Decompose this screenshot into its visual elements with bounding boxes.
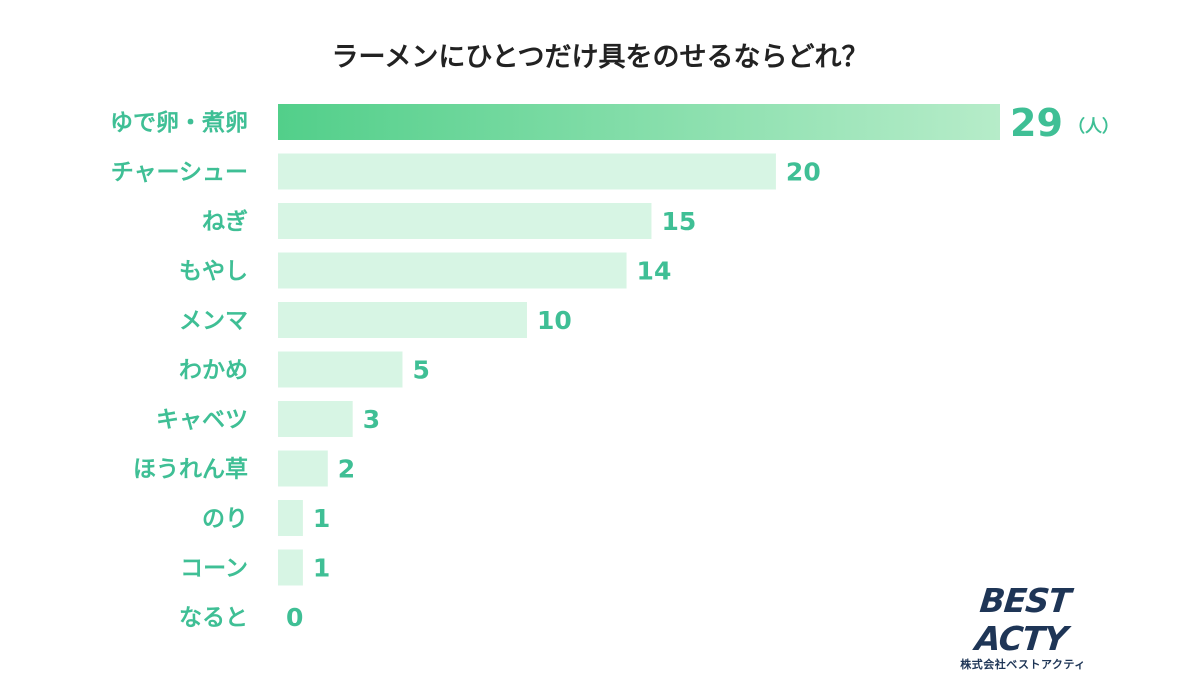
bar-3	[278, 252, 627, 289]
value-label-1: 20	[786, 158, 821, 187]
value-label-10: 0	[286, 603, 303, 632]
bar-9	[278, 549, 303, 586]
value-label-7: 2	[338, 455, 355, 484]
bar-4	[278, 302, 527, 338]
category-label-3: もやし	[179, 259, 248, 285]
value-label-8: 1	[313, 504, 330, 533]
bar-1	[278, 153, 776, 190]
value-label-0: 29	[1010, 101, 1063, 145]
logo-wordmark: BEST ACTY	[973, 581, 1073, 658]
category-label-8: のり	[202, 506, 248, 532]
value-label-5: 5	[412, 356, 429, 385]
bar-2	[278, 203, 652, 239]
value-label-2: 15	[661, 207, 696, 236]
category-label-2: ねぎ	[202, 208, 248, 235]
category-label-6: キャベツ	[156, 407, 248, 433]
category-label-7: ほうれん草	[133, 457, 248, 483]
logo-company-name: 株式会社ベストアクティ	[960, 658, 1086, 671]
bar-0	[278, 104, 1000, 140]
category-label-5: わかめ	[179, 358, 248, 384]
bar-6	[278, 401, 353, 437]
value-label-3: 14	[637, 257, 672, 286]
category-label-4: メンマ	[179, 308, 248, 334]
chart-title: ラーメンにひとつだけ具をのせるならどれ？	[331, 42, 868, 73]
bar-5	[278, 351, 403, 388]
category-label-0: ゆで卵・煮卵	[110, 110, 248, 136]
category-label-9: コーン	[180, 556, 248, 582]
value-label-9: 1	[313, 554, 330, 583]
value-label-6: 3	[363, 405, 380, 434]
bar-8	[278, 500, 303, 536]
category-label-10: なると	[179, 605, 248, 631]
category-label-1: チャーシュー	[111, 160, 248, 186]
bar-7	[278, 450, 328, 487]
value-label-4: 10	[537, 306, 572, 335]
unit-label: （人）	[1068, 116, 1119, 137]
company-logo: BEST ACTY 株式会社ベストアクティ	[928, 581, 1118, 672]
